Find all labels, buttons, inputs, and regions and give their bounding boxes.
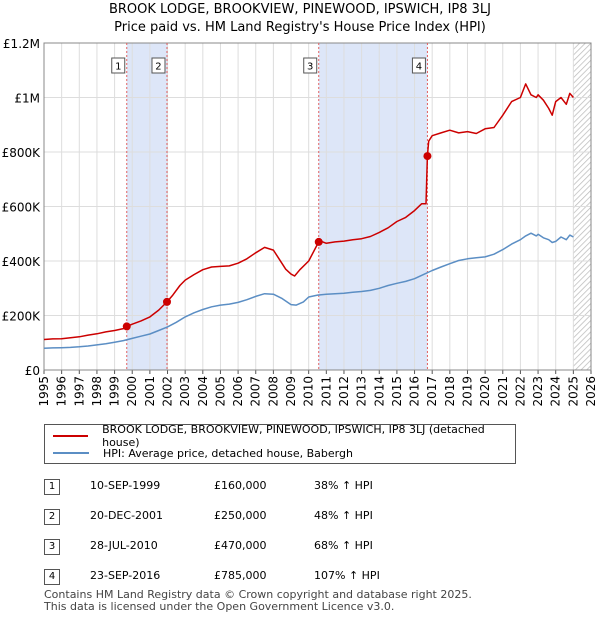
transaction-hpi-change: 38% ↑ HPI xyxy=(314,479,373,492)
x-tick-label: 2010 xyxy=(302,376,316,407)
x-tick-label: 1999 xyxy=(108,376,122,407)
sale-number-label: 4 xyxy=(416,62,422,73)
footer: Contains HM Land Registry data © Crown c… xyxy=(44,589,472,613)
x-tick-label: 2019 xyxy=(460,376,474,407)
legend-swatch-property xyxy=(53,435,89,437)
x-tick-label: 2023 xyxy=(531,376,545,407)
x-tick-label: 2009 xyxy=(284,376,298,407)
x-tick-label: 2018 xyxy=(443,376,457,407)
legend-label-hpi: HPI: Average price, detached house, Babe… xyxy=(103,446,353,460)
sale-number-label: 2 xyxy=(155,62,161,73)
x-tick-label: 2012 xyxy=(337,376,351,407)
sale-number-box xyxy=(151,57,166,74)
chart-title: BROOK LODGE, BROOKVIEW, PINEWOOD, IPSWIC… xyxy=(108,2,491,17)
sale-point xyxy=(162,297,171,306)
y-tick-label: £400K xyxy=(2,255,42,269)
x-tick-label: 2026 xyxy=(584,376,598,407)
x-tick-label: 1996 xyxy=(55,376,69,407)
hpi-line xyxy=(43,232,574,349)
legend-item-hpi: HPI: Average price, detached house, Babe… xyxy=(53,445,353,461)
x-tick-label: 2000 xyxy=(125,376,139,407)
x-tick-label: 2022 xyxy=(513,376,527,407)
transaction-price: £250,000 xyxy=(214,509,267,522)
x-tick-label: 2008 xyxy=(266,376,280,407)
x-tick-label: 2005 xyxy=(213,376,227,407)
sale-number-box xyxy=(303,57,318,74)
y-tick-label: £1M xyxy=(14,92,40,106)
sale-number-box xyxy=(111,57,126,74)
x-tick-label: 2015 xyxy=(390,376,404,407)
x-tick-label: 2011 xyxy=(319,376,333,407)
x-tick-label: 2020 xyxy=(478,376,492,407)
x-tick-label: 2025 xyxy=(566,376,580,407)
x-tick-label: 2003 xyxy=(178,376,192,407)
property-price-line xyxy=(43,83,574,341)
transaction-price: £470,000 xyxy=(214,539,267,552)
x-tick-label: 2002 xyxy=(161,376,175,407)
transaction-row: 4 23-SEP-2016 £785,000 107% ↑ HPI xyxy=(0,562,600,592)
chart-subtitle: Price paid vs. HM Land Registry's House … xyxy=(114,20,486,35)
x-tick-label: 2006 xyxy=(231,376,245,407)
footer-copyright: Contains HM Land Registry data © Crown c… xyxy=(44,588,472,601)
transaction-price: £160,000 xyxy=(214,479,267,492)
transaction-hpi-change: 48% ↑ HPI xyxy=(314,509,373,522)
transaction-row: 3 28-JUL-2010 £470,000 68% ↑ HPI xyxy=(0,532,600,562)
y-tick-label: £0 xyxy=(25,364,40,378)
transaction-number: 4 xyxy=(44,569,60,585)
sale-number-label: 3 xyxy=(307,62,313,73)
x-tick-label: 2013 xyxy=(355,376,369,407)
legend-item-property: BROOK LODGE, BROOKVIEW, PINEWOOD, IPSWIC… xyxy=(53,423,515,449)
transaction-date: 20-DEC-2001 xyxy=(90,509,164,522)
footer-license: This data is licensed under the Open Gov… xyxy=(44,600,395,613)
x-tick-label: 2021 xyxy=(496,376,510,407)
plot-frame xyxy=(43,42,592,371)
transaction-number: 3 xyxy=(44,539,60,555)
transaction-row: 1 10-SEP-1999 £160,000 38% ↑ HPI xyxy=(0,472,600,502)
y-tick-label: £600K xyxy=(2,201,42,215)
transaction-date: 28-JUL-2010 xyxy=(90,539,158,552)
x-tick-label: 2016 xyxy=(408,376,422,407)
legend-swatch-hpi xyxy=(53,452,89,454)
sale-point xyxy=(314,237,323,246)
x-tick-label: 1998 xyxy=(90,376,104,407)
x-tick-label: 2001 xyxy=(143,376,157,407)
transaction-price: £785,000 xyxy=(214,569,267,582)
y-tick-label: £200K xyxy=(2,310,42,324)
x-tick-label: 2004 xyxy=(196,376,210,407)
x-tick-label: 2017 xyxy=(425,376,439,407)
transaction-date: 10-SEP-1999 xyxy=(90,479,161,492)
transaction-hpi-change: 68% ↑ HPI xyxy=(314,539,373,552)
transaction-hpi-change: 107% ↑ HPI xyxy=(314,569,380,582)
x-tick-label: 2007 xyxy=(249,376,263,407)
transaction-number: 1 xyxy=(44,479,60,495)
y-tick-label: £800K xyxy=(2,146,42,160)
transaction-number: 2 xyxy=(44,509,60,525)
transaction-date: 23-SEP-2016 xyxy=(90,569,161,582)
legend-label-property: BROOK LODGE, BROOKVIEW, PINEWOOD, IPSWIC… xyxy=(102,423,485,449)
sale-point xyxy=(423,152,432,161)
sale-number-box xyxy=(411,57,426,74)
x-tick-label: 2014 xyxy=(372,376,386,407)
x-tick-label: 2024 xyxy=(549,376,563,407)
legend: BROOK LODGE, BROOKVIEW, PINEWOOD, IPSWIC… xyxy=(44,423,516,464)
y-tick-label: £1.2M xyxy=(3,37,40,51)
x-tick-label: 1995 xyxy=(37,376,51,407)
x-tick-label: 1997 xyxy=(72,376,86,407)
sale-point xyxy=(122,322,131,331)
sale-number-label: 1 xyxy=(115,62,121,73)
transaction-row: 2 20-DEC-2001 £250,000 48% ↑ HPI xyxy=(0,502,600,532)
